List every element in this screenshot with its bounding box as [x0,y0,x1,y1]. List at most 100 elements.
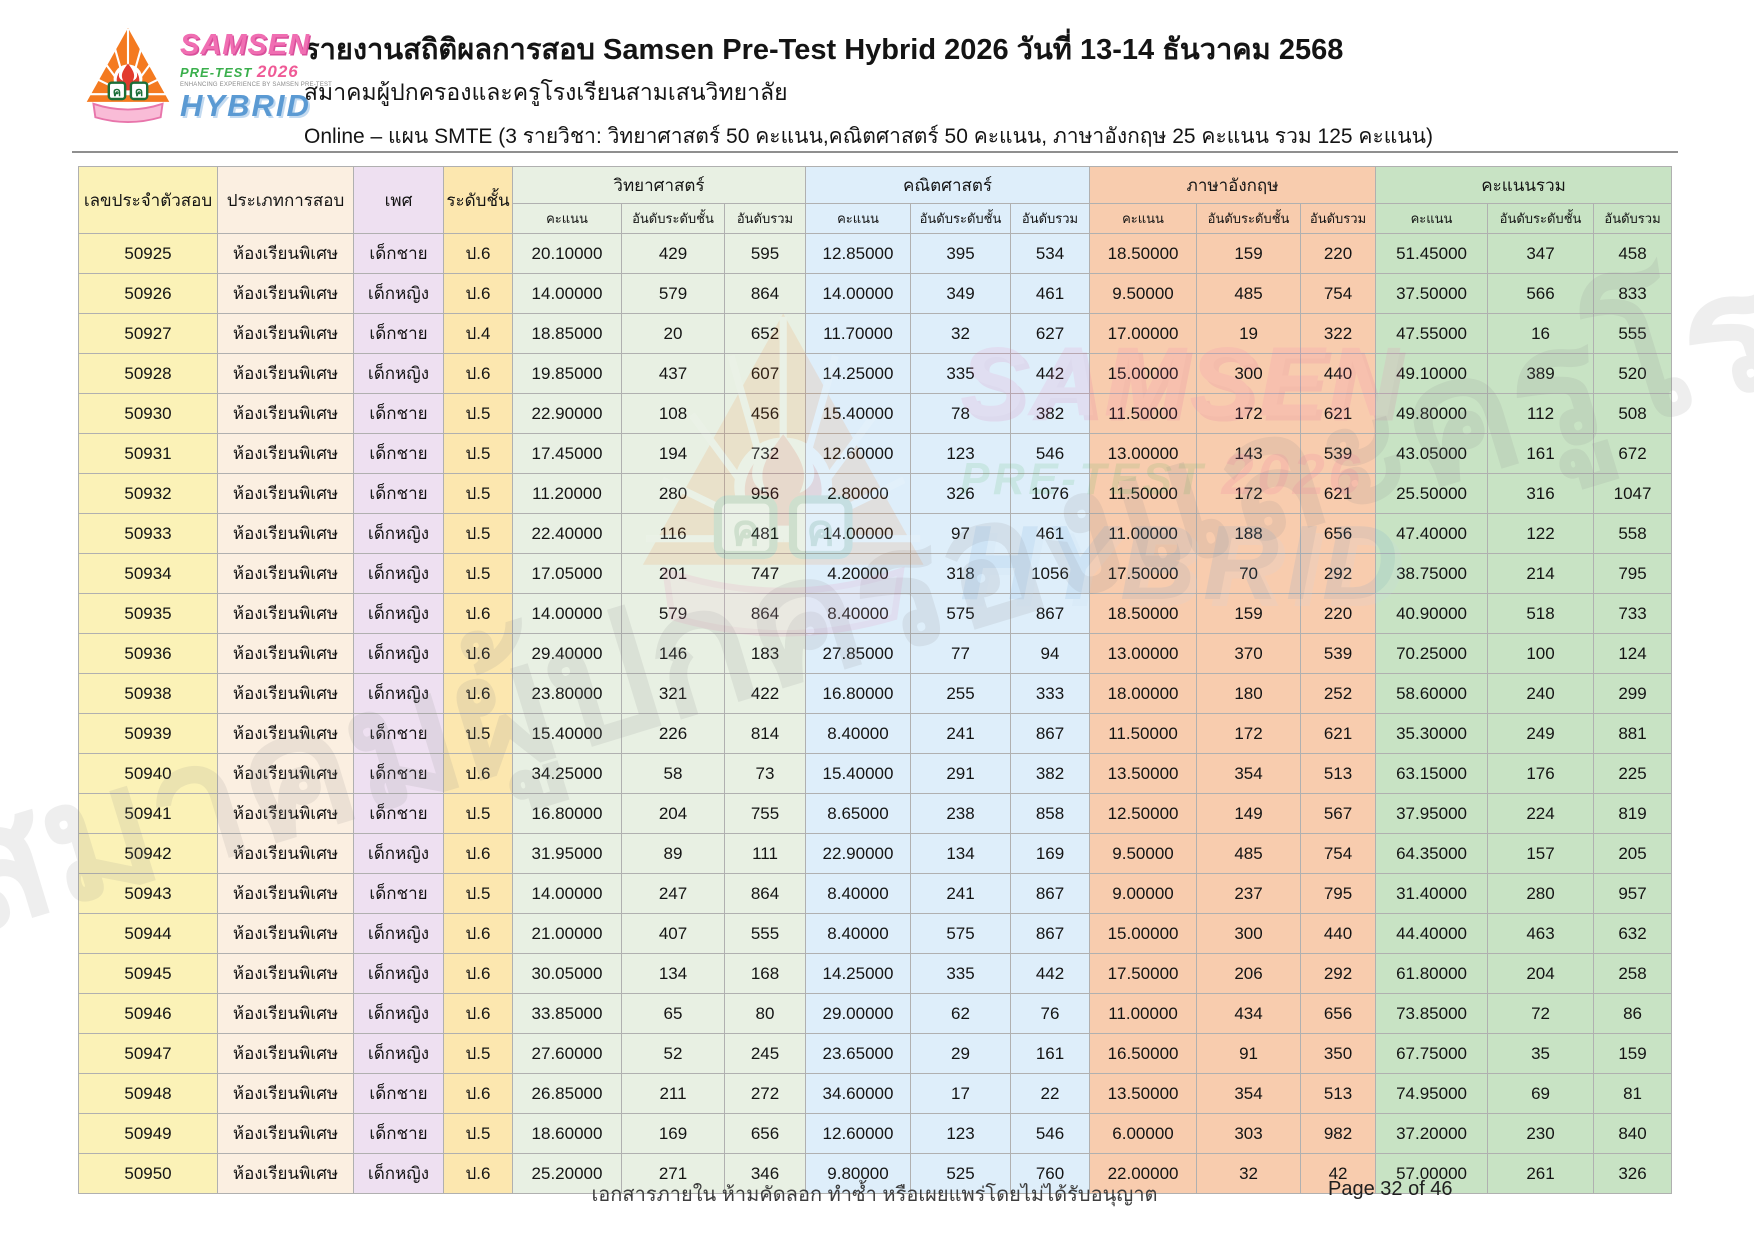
table-cell: 50944 [78,913,218,954]
results-tbody: 50925 ห้องเรียนพิเศษ เด็กชาย ป.6 20.10000 429… [78,233,1673,1194]
table-cell: 354 [1196,1073,1302,1114]
table-cell: 13.50000 [1089,1073,1198,1114]
table-cell: 575 [910,913,1011,954]
table-cell: เด็กหญิง [353,513,444,554]
table-cell: 539 [1300,633,1377,674]
table-cell: เด็กหญิง [353,953,444,994]
table-cell: 11.00000 [1089,513,1198,554]
table-cell: 29.40000 [512,633,622,674]
table-cell: 318 [910,553,1011,594]
table-cell: ห้องเรียนพิเศษ [217,713,354,754]
table-row: 50944 ห้องเรียนพิเศษ เด็กหญิง ป.6 21.00000 40… [78,913,1673,954]
table-cell: ห้องเรียนพิเศษ [217,1073,354,1114]
subheader-english-score: คะแนน [1089,203,1198,234]
table-cell: 116 [621,513,725,554]
table-cell: ห้องเรียนพิเศษ [217,673,354,714]
table-cell: 607 [724,353,806,394]
table-cell: 91 [1196,1033,1302,1074]
samsen-logo: ค ค SAMSEN PRE-TEST 2026 ENHANCING EXPER… [80,24,332,126]
table-cell: 204 [621,793,725,834]
svg-text:ค: ค [113,85,121,99]
table-cell: 12.60000 [805,433,911,474]
table-cell: 35 [1487,1033,1595,1074]
table-cell: 437 [621,353,725,394]
table-cell: 299 [1593,673,1673,714]
table-cell: 795 [1593,553,1673,594]
table-cell: 434 [1196,993,1302,1034]
results-table: เลขประจำตัวสอบ ประเภทการสอบ เพศ ระดับชั้… [78,166,1673,1194]
table-row: 50949 ห้องเรียนพิเศษ เด็กชาย ป.5 18.60000 169… [78,1113,1673,1154]
table-row: 50945 ห้องเรียนพิเศษ เด็กหญิง ป.6 30.05000 13… [78,953,1673,994]
table-cell: 754 [1300,833,1377,874]
table-cell: 89 [621,833,725,874]
table-cell: 50931 [78,433,218,474]
table-cell: 546 [1009,1113,1091,1154]
table-cell: 149 [1196,793,1302,834]
table-cell: 11.50000 [1089,393,1198,434]
table-cell: 525 [910,1153,1011,1194]
table-cell: ห้องเรียนพิเศษ [217,873,354,914]
table-cell: 70 [1196,553,1302,594]
table-cell: 220 [1300,233,1377,274]
table-cell: ป.6 [443,913,513,954]
table-cell: 50947 [78,1033,218,1074]
subheader-total-rank-overall: อันดับรวม [1593,203,1673,234]
table-cell: ห้องเรียนพิเศษ [217,793,354,834]
table-cell: เด็กชาย [353,1113,444,1154]
table-cell: ป.5 [443,713,513,754]
table-row: 50928 ห้องเรียนพิเศษ เด็กหญิง ป.6 19.85000 43… [78,353,1673,394]
table-cell: 168 [724,953,806,994]
header-science-group: วิทยาศาสตร์ [512,166,806,204]
table-cell: ป.6 [443,993,513,1034]
table-cell: 1076 [1009,473,1091,514]
table-cell: เด็กชาย [353,473,444,514]
table-cell: 20.10000 [512,233,622,274]
table-cell: 22 [1009,1073,1091,1114]
table-cell: 15.40000 [512,713,622,754]
table-cell: 11.50000 [1089,713,1198,754]
table-cell: 4.20000 [805,553,911,594]
table-cell: เด็กชาย [353,753,444,794]
table-cell: 123 [910,1113,1011,1154]
table-cell: 32 [1196,1153,1302,1194]
table-cell: 1056 [1009,553,1091,594]
table-row: 50948 ห้องเรียนพิเศษ เด็กชาย ป.6 26.85000 211… [78,1073,1673,1114]
table-cell: 224 [1487,793,1595,834]
table-cell: ป.6 [443,833,513,874]
table-cell: 22.40000 [512,513,622,554]
table-cell: 280 [621,473,725,514]
table-cell: 14.25000 [805,953,911,994]
table-cell: 64.35000 [1375,833,1489,874]
table-cell: 8.40000 [805,713,911,754]
table-cell: เด็กหญิง [353,913,444,954]
table-cell: 520 [1593,353,1673,394]
table-cell: 11.70000 [805,313,911,354]
table-cell: 621 [1300,713,1377,754]
table-cell: 194 [621,433,725,474]
table-cell: 25.50000 [1375,473,1489,514]
table-cell: 395 [910,233,1011,274]
table-cell: 291 [910,753,1011,794]
table-cell: 50950 [78,1153,218,1194]
table-cell: ห้องเรียนพิเศษ [217,513,354,554]
table-cell: 14.25000 [805,353,911,394]
table-cell: 172 [1196,393,1302,434]
table-cell: 58 [621,753,725,794]
table-cell: 57.00000 [1375,1153,1489,1194]
report-header: ค ค SAMSEN PRE-TEST 2026 ENHANCING EXPER… [80,24,1694,153]
table-cell: ห้องเรียนพิเศษ [217,753,354,794]
table-cell: 143 [1196,433,1302,474]
table-cell: 111 [724,833,806,874]
table-row: 50931 ห้องเรียนพิเศษ เด็กชาย ป.5 17.45000 194… [78,433,1673,474]
table-cell: 322 [1300,313,1377,354]
table-cell: 755 [724,793,806,834]
table-cell: 16 [1487,313,1595,354]
table-cell: 50932 [78,473,218,514]
table-cell: 14.00000 [805,273,911,314]
table-cell: 161 [1487,433,1595,474]
table-cell: 335 [910,353,1011,394]
table-row: 50926 ห้องเรียนพิเศษ เด็กหญิง ป.6 14.00000 57… [78,273,1673,314]
table-cell: 8.40000 [805,913,911,954]
table-cell: 252 [1300,673,1377,714]
table-cell: 335 [910,953,1011,994]
